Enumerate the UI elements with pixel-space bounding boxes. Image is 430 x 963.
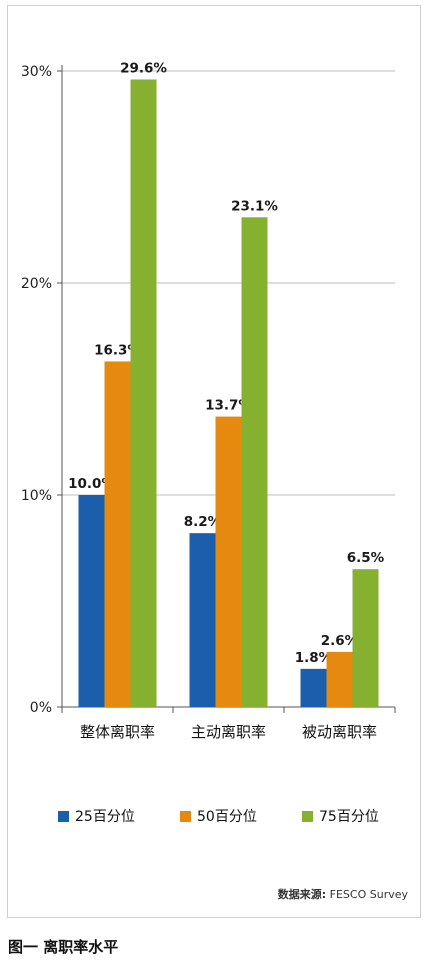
bar-1-2 (189, 533, 216, 707)
bar-2-3 (326, 651, 353, 707)
chart-legend: 25百分位 50百分位 75百分位 (58, 806, 424, 826)
data-label: 13.7% (205, 398, 252, 414)
bar-1-3 (300, 668, 327, 707)
data-label: 10.0% (68, 476, 115, 492)
category-label: 整体离职率 (80, 723, 155, 741)
category-label: 被动离职率 (302, 723, 377, 741)
source-value: FESCO Survey (329, 888, 408, 901)
legend-label-25: 25百分位 (75, 809, 135, 825)
legend-item-50: 50百分位 (180, 806, 302, 826)
bar-2-2 (215, 416, 242, 707)
bar-3-1 (130, 79, 157, 708)
data-label: 29.6% (120, 60, 167, 76)
legend-swatch-50 (180, 810, 191, 822)
legend-swatch-25 (58, 810, 69, 822)
data-label: 23.1% (231, 198, 278, 214)
data-label: 6.5% (347, 550, 385, 566)
source-label: 数据来源: (277, 888, 327, 901)
bar-2-1 (104, 361, 131, 707)
data-label: 8.2% (184, 514, 222, 530)
data-source: 数据来源: FESCO Survey (278, 886, 408, 902)
chart-frame (7, 5, 421, 918)
bar-1-1 (78, 495, 105, 707)
legend-label-50: 50百分位 (197, 809, 257, 825)
data-label: 16.3% (94, 342, 141, 358)
legend-item-75: 75百分位 (302, 806, 424, 826)
data-label: 1.8% (295, 650, 333, 666)
bar-3-3 (352, 569, 379, 707)
y-tick-label: 20% (21, 276, 52, 292)
data-label: 2.6% (321, 633, 359, 649)
figure-caption: 图一 离职率水平 (8, 938, 119, 956)
y-tick-label: 30% (21, 64, 52, 80)
y-tick-label: 10% (21, 488, 52, 504)
legend-label-75: 75百分位 (319, 809, 379, 825)
y-tick-label: 0% (30, 700, 52, 716)
category-label: 主动离职率 (191, 723, 266, 741)
legend-item-25: 25百分位 (58, 806, 180, 826)
bar-3-2 (241, 217, 268, 707)
legend-swatch-75 (302, 810, 313, 822)
